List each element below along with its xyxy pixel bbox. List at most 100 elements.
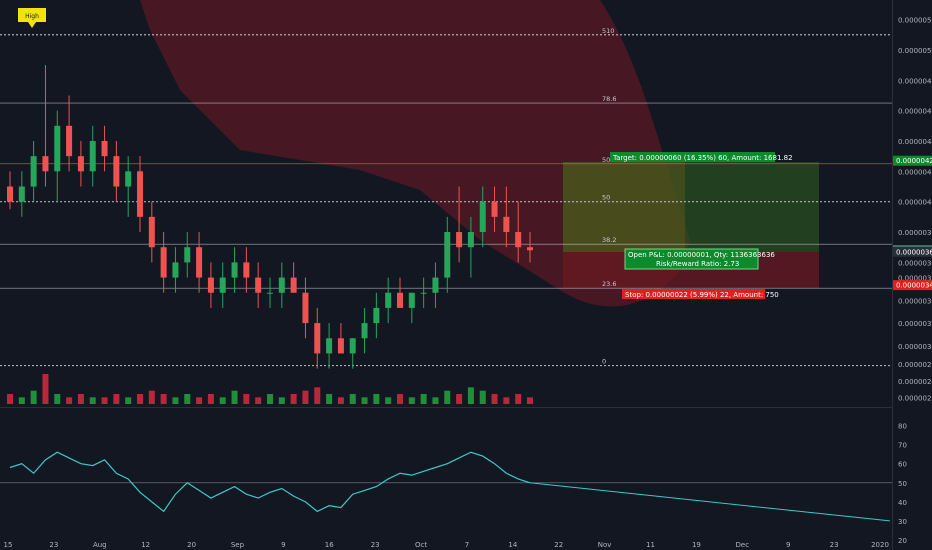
x-tick-label: Aug [93, 541, 107, 549]
volume-bar [160, 394, 167, 404]
y-tick-label: 0.00000350 [898, 275, 932, 283]
volume-bar [302, 390, 309, 404]
oscillator-pane [0, 408, 892, 550]
y-tick-label: 0.00000460 [898, 108, 932, 116]
candle-body [290, 277, 297, 293]
candle-body [503, 216, 510, 233]
volume-bar [89, 397, 96, 404]
open-pnl-text: Open P&L: 0.00000001, Qty: 1136363636 [628, 251, 775, 259]
y-tick-label: 0.00000520 [898, 17, 932, 25]
high-marker[interactable]: High [18, 8, 46, 28]
candle-body [397, 292, 403, 308]
volume-bar [267, 394, 273, 404]
volume-bar [527, 397, 533, 404]
volume-bar [42, 374, 49, 404]
x-tick-label: Nov [598, 541, 612, 549]
x-tick-label: Dec [736, 541, 750, 549]
y-tick-label: 0.00000400 [898, 199, 932, 207]
candle-body [337, 338, 344, 354]
x-tick-label: Sep [231, 541, 245, 549]
candle-body [18, 186, 25, 202]
volume-bar [408, 397, 415, 404]
volume-bar [456, 394, 463, 404]
candle-body [231, 262, 238, 278]
volume-bar [361, 397, 368, 404]
resistance-cloud [140, 0, 690, 307]
x-tick-label: 7 [465, 541, 469, 549]
target-text: Target: 0.00000060 (16.35%) 60, Amount: … [612, 154, 793, 162]
volume-bar [148, 390, 155, 404]
candle-body [42, 156, 49, 172]
price-tag-label: 0.00000367 [896, 248, 932, 256]
volume-bar [7, 394, 13, 404]
candle-body [456, 232, 463, 248]
candle-body [196, 247, 203, 278]
candle-body [326, 338, 333, 354]
candle-body [255, 277, 262, 293]
candle-body [515, 232, 522, 248]
fib-level-label: 38.2 [602, 236, 616, 244]
target-box[interactable]: Target: 0.00000060 (16.35%) 60, Amount: … [610, 152, 793, 162]
y-tick-label: 0.00000282 [898, 378, 932, 386]
osc-y-tick-label: 20 [898, 537, 907, 545]
candle-body [278, 277, 285, 293]
x-tick-label: 2020 [871, 541, 889, 549]
candle-body [7, 186, 13, 202]
volume-bar [385, 397, 392, 404]
stop-box[interactable]: Stop: 0.00000022 (5.99%) 22, Amount: 750 [622, 289, 779, 299]
volume-bar [184, 394, 191, 404]
candle-body [54, 125, 61, 172]
candle-body [361, 323, 368, 339]
osc-y-tick-label: 70 [898, 442, 907, 450]
volume-bar [18, 397, 25, 404]
x-tick-label: 16 [325, 541, 334, 549]
rr-text: Risk/Reward Ratio: 2.73 [656, 260, 739, 268]
price-tag [893, 155, 932, 166]
volume-bar [467, 387, 474, 404]
x-tick-label: 15 [4, 541, 13, 549]
volume-bar [278, 397, 285, 404]
candle-body [125, 171, 132, 187]
volume-bar [172, 397, 179, 404]
x-tick-label: 22 [554, 541, 563, 549]
y-tick-label: 0.00000293 [898, 361, 932, 369]
volume-bar [349, 394, 356, 404]
osc-y-tick-label: 80 [898, 423, 907, 431]
y-tick-label: 0.00000335 [898, 297, 932, 305]
volume-bar [314, 387, 321, 404]
y-tick-label: 0.00000480 [898, 77, 932, 85]
osc-trendline [529, 482, 891, 522]
candle-body [137, 171, 143, 217]
candle-body [479, 201, 486, 233]
volume-bar [515, 394, 522, 404]
osc-y-tick-label: 60 [898, 461, 907, 469]
high-marker-label: High [25, 13, 39, 20]
candle-body [420, 292, 427, 294]
y-tick-label: 0.00000305 [898, 343, 932, 351]
candle-body [160, 247, 167, 278]
candle-body [385, 292, 392, 308]
volume-bar [432, 397, 439, 404]
volume-bar [243, 394, 250, 404]
x-tick-label: 9 [786, 541, 790, 549]
x-tick-label: Oct [415, 541, 427, 549]
y-tick-label: 0.00000500 [898, 47, 932, 55]
high-marker-flag [18, 8, 46, 28]
stop-text: Stop: 0.00000022 (5.99%) 22, Amount: 750 [625, 291, 779, 299]
candle-body [302, 292, 309, 324]
y-tick-label: 0.00000271 [898, 394, 932, 402]
fib-level-label: 23.6 [602, 280, 616, 288]
osc-y-tick-label: 50 [898, 480, 907, 488]
y-tick-label: 0.00000440 [898, 138, 932, 146]
volume-bar [337, 397, 344, 404]
fib-level-label: 50 [602, 194, 610, 202]
candle-body [172, 262, 179, 278]
price-tag [893, 246, 932, 257]
candle-body [444, 232, 451, 278]
candle-body [113, 156, 120, 187]
candle-body [491, 201, 498, 217]
open-pnl-box[interactable]: Open P&L: 0.00000001, Qty: 1136363636 Ri… [624, 248, 775, 270]
x-tick-label: 23 [49, 541, 58, 549]
